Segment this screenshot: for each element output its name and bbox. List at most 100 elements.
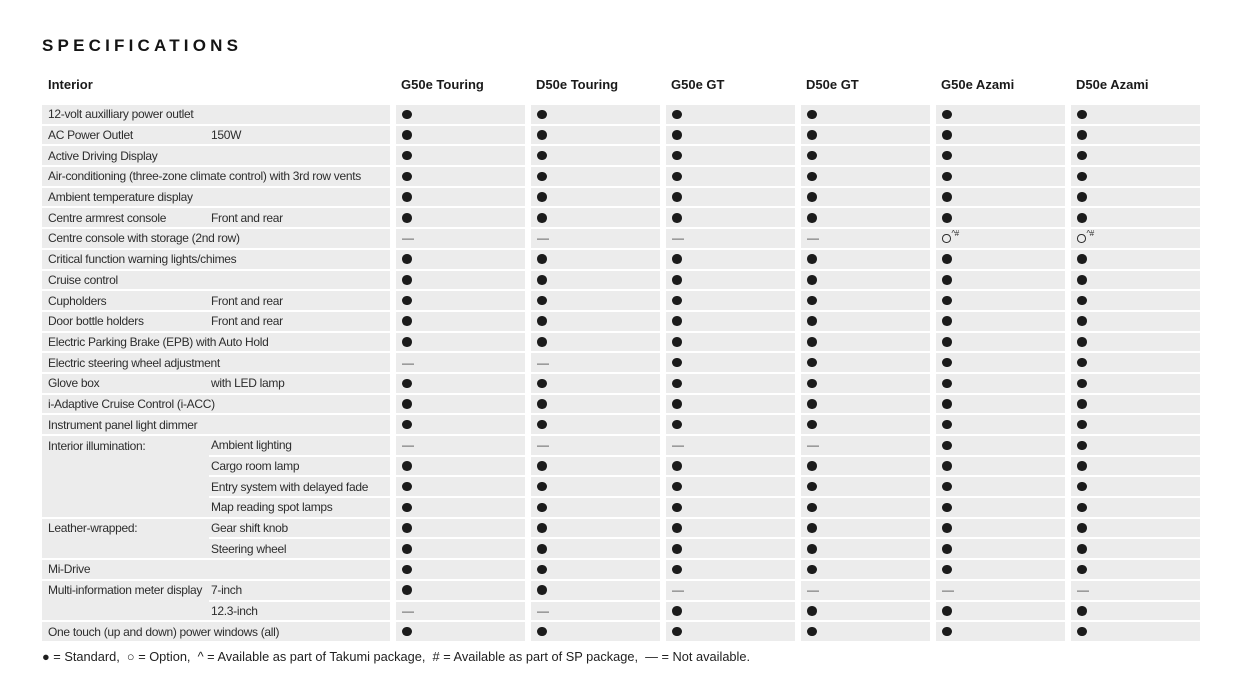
standard-dot-icon <box>1077 316 1087 326</box>
spec-cell <box>666 353 795 372</box>
row-sub-label: Entry system with delayed fade <box>209 477 390 497</box>
row-sub-label: Ambient lighting <box>209 436 390 455</box>
standard-dot-icon <box>672 275 682 285</box>
standard-dot-icon <box>672 150 682 161</box>
spec-cell <box>801 332 930 352</box>
spec-cell <box>531 539 660 559</box>
spec-cell <box>801 167 930 186</box>
spec-cell <box>666 498 795 517</box>
standard-dot-icon <box>1077 481 1087 492</box>
row-stack: Gear shift knob Steering wheel <box>209 518 1200 560</box>
row-stack: Front and rear <box>209 208 1200 229</box>
not-available-dash: — <box>402 438 414 453</box>
spec-group: Centre armrest console Front and rear <box>42 208 1200 229</box>
not-available-dash: — <box>402 603 414 618</box>
spec-cell <box>666 456 795 476</box>
standard-dot-icon <box>807 130 817 140</box>
standard-dot-icon <box>1077 357 1087 368</box>
spec-cell <box>936 311 1065 331</box>
standard-dot-icon <box>537 523 547 533</box>
standard-dot-icon <box>942 440 952 451</box>
standard-dot-icon <box>807 295 817 306</box>
standard-dot-icon <box>942 150 952 161</box>
row-stack <box>390 187 1200 209</box>
row-stack: Front and rear <box>209 311 1200 333</box>
spec-cell <box>1071 146 1200 166</box>
not-available-dash: — <box>807 583 819 598</box>
standard-dot-icon <box>942 544 952 554</box>
standard-dot-icon <box>537 295 547 306</box>
row-stack: — — <box>390 353 1200 374</box>
spec-cell <box>396 498 525 517</box>
spec-cell <box>666 622 795 641</box>
spec-cell <box>531 187 660 207</box>
standard-dot-icon <box>807 399 817 409</box>
standard-dot-icon <box>402 419 412 430</box>
spec-cell <box>801 311 930 331</box>
table-row: Map reading spot lamps <box>209 498 1200 517</box>
standard-dot-icon <box>672 316 682 326</box>
standard-dot-icon <box>537 502 547 513</box>
row-sub-label: Map reading spot lamps <box>209 498 390 517</box>
standard-dot-icon <box>942 606 952 616</box>
standard-dot-icon <box>807 254 817 264</box>
standard-dot-icon <box>1077 419 1087 430</box>
spec-group: Active Driving Display <box>42 146 1200 167</box>
spec-cell <box>936 332 1065 352</box>
spec-cell <box>396 394 525 414</box>
spec-cell <box>936 394 1065 414</box>
spec-cell <box>801 539 930 559</box>
spec-cell <box>1071 332 1200 352</box>
standard-dot-icon <box>1077 378 1087 389</box>
not-available-dash: — <box>672 583 684 598</box>
standard-dot-icon <box>942 171 952 182</box>
not-available-dash: — <box>537 603 549 618</box>
spec-cell <box>531 373 660 393</box>
standard-dot-icon <box>537 626 547 637</box>
standard-dot-icon <box>672 481 682 492</box>
standard-dot-icon <box>402 544 412 554</box>
standard-dot-icon <box>807 192 817 202</box>
row-label: Door bottle holders <box>42 311 209 331</box>
standard-dot-icon <box>807 523 817 533</box>
spec-group: One touch (up and down) power windows (a… <box>42 622 1200 643</box>
spec-cell <box>801 373 930 393</box>
spec-cell <box>1071 498 1200 517</box>
spec-cell <box>396 477 525 497</box>
table-row <box>396 415 1200 434</box>
spec-cell <box>936 353 1065 372</box>
table-row <box>396 270 1200 290</box>
table-row <box>396 187 1200 207</box>
spec-cell <box>936 146 1065 166</box>
option-circle <box>942 234 951 243</box>
not-available-dash: — <box>537 231 549 246</box>
spec-cell <box>666 146 795 166</box>
spec-cell <box>396 332 525 352</box>
spec-cell <box>936 373 1065 393</box>
column-header: G50e Touring <box>401 77 484 92</box>
standard-dot-icon <box>402 316 412 326</box>
standard-dot-icon <box>672 357 682 368</box>
spec-cell <box>531 415 660 434</box>
spec-group: Glove box with LED lamp <box>42 373 1200 395</box>
row-stack <box>390 415 1200 436</box>
standard-dot-icon <box>672 564 682 575</box>
spec-cell <box>801 270 930 290</box>
spec-cell <box>936 167 1065 186</box>
not-available-dash: — <box>537 438 549 453</box>
not-available-dash: — <box>1077 583 1089 598</box>
standard-dot-icon <box>537 585 547 595</box>
standard-dot-icon <box>942 316 952 326</box>
spec-cell <box>801 498 930 517</box>
table-row: Gear shift knob <box>209 518 1200 538</box>
standard-dot-icon <box>942 337 952 347</box>
standard-dot-icon <box>537 337 547 347</box>
standard-dot-icon <box>402 150 412 161</box>
standard-dot-icon <box>807 461 817 471</box>
standard-dot-icon <box>537 213 547 223</box>
standard-dot-icon <box>402 213 412 223</box>
row-label: Leather-wrapped: <box>42 518 209 559</box>
table-row <box>396 249 1200 269</box>
column-header: D50e Azami <box>1076 77 1149 92</box>
standard-dot-icon <box>942 419 952 430</box>
